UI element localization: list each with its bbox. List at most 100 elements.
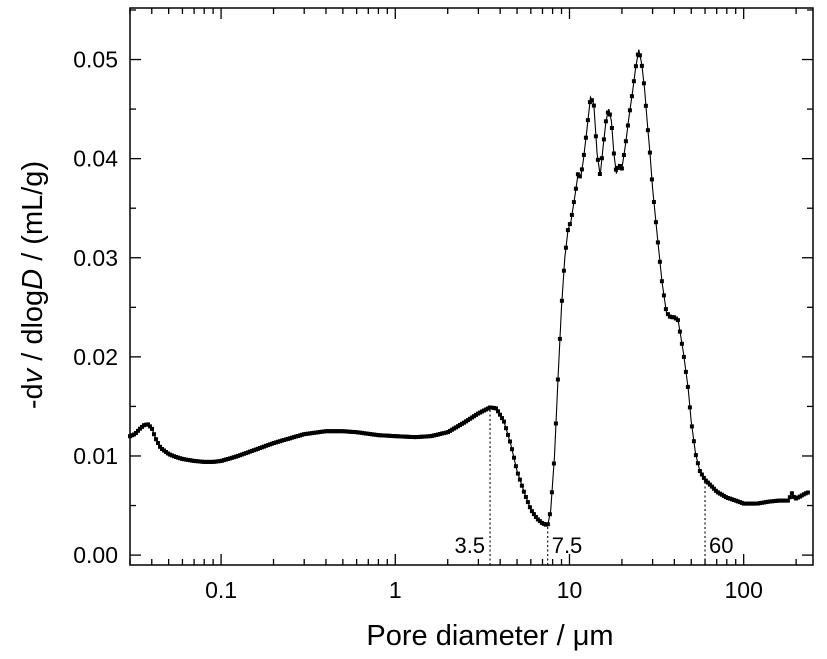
- data-marker: [639, 63, 644, 68]
- data-marker: [633, 64, 638, 69]
- data-marker: [647, 150, 652, 155]
- data-marker: [591, 103, 596, 108]
- data-marker: [579, 167, 584, 172]
- data-marker: [697, 469, 702, 473]
- series-line: [129, 49, 811, 527]
- data-marker: [627, 108, 632, 113]
- data-marker: [148, 424, 152, 429]
- y-axis-title-mid: / dlog: [17, 290, 49, 369]
- data-marker: [683, 369, 688, 374]
- data-marker: [496, 409, 500, 414]
- data-marker: [549, 490, 554, 495]
- annotation-label: 60: [709, 533, 733, 558]
- data-marker: [619, 166, 624, 171]
- y-axis-title-D: D: [17, 269, 49, 290]
- data-marker: [513, 464, 518, 469]
- data-marker: [691, 439, 696, 444]
- data-marker: [679, 341, 684, 346]
- data-marker: [699, 472, 704, 477]
- data-marker: [563, 245, 568, 250]
- data-marker: [555, 377, 560, 382]
- data-marker: [637, 53, 642, 58]
- data-marker: [681, 354, 686, 359]
- data-marker: [569, 212, 574, 217]
- data-marker: [581, 152, 586, 157]
- data-marker: [557, 336, 562, 341]
- data-marker: [677, 329, 682, 334]
- data-marker: [645, 128, 650, 133]
- data-marker: [685, 384, 690, 389]
- data-marker: [589, 98, 594, 103]
- annotation-label: 7.5: [552, 533, 583, 558]
- data-marker: [665, 312, 670, 317]
- data-marker: [611, 151, 616, 156]
- data-marker: [494, 406, 498, 411]
- data-marker: [510, 447, 514, 452]
- data-marker: [651, 200, 656, 204]
- data-marker: [659, 279, 664, 284]
- y-axis-title-suffix: / (mL/g): [17, 161, 49, 269]
- data-marker: [623, 139, 628, 144]
- data-marker: [789, 491, 794, 496]
- annotation-label: 3.5: [454, 533, 485, 558]
- data-marker: [561, 268, 566, 273]
- x-tick-label: 100: [724, 577, 762, 603]
- data-marker: [585, 118, 590, 123]
- y-tick-label: 0.02: [73, 344, 118, 370]
- x-tick-label: 0.1: [205, 577, 237, 603]
- y-tick-label: 0.00: [73, 542, 118, 568]
- data-marker: [567, 222, 572, 227]
- y-axis-title-v: v: [17, 367, 49, 383]
- x-axis-title: Pore diameter / μm: [366, 620, 613, 652]
- x-axis-ticks: 0.1 1 10 100: [129, 8, 797, 603]
- data-marker: [621, 153, 626, 157]
- data-marker: [603, 119, 608, 124]
- data-marker: [599, 156, 604, 161]
- data-marker: [709, 484, 714, 489]
- data-marker: [573, 186, 578, 191]
- data-marker: [643, 103, 648, 108]
- y-tick-label: 0.04: [73, 146, 118, 172]
- data-marker: [805, 490, 810, 495]
- x-tick-label: 1: [389, 577, 402, 603]
- data-marker: [529, 509, 534, 514]
- data-marker: [515, 471, 520, 476]
- data-marker: [607, 112, 612, 117]
- data-marker: [597, 172, 602, 176]
- data-marker: [601, 137, 606, 142]
- data-marker: [551, 461, 556, 466]
- data-marker: [625, 123, 630, 128]
- data-marker: [504, 426, 508, 431]
- data-marker: [156, 441, 160, 445]
- data-marker: [533, 515, 538, 519]
- data-marker: [593, 134, 598, 139]
- data-marker: [521, 489, 526, 494]
- y-tick-label: 0.03: [73, 245, 118, 271]
- data-marker: [629, 94, 634, 99]
- data-marker: [531, 512, 536, 517]
- data-marker: [711, 486, 716, 491]
- data-marker: [571, 200, 576, 205]
- data-marker: [517, 477, 522, 482]
- y-tick-label: 0.01: [73, 443, 118, 469]
- series-group: [128, 49, 811, 527]
- data-marker: [657, 259, 662, 264]
- y-tick-label: 0.05: [73, 47, 118, 73]
- plot-frame: [129, 7, 814, 566]
- y-axis-title-prefix: -d: [17, 383, 49, 409]
- data-marker: [631, 79, 636, 84]
- data-marker: [785, 498, 790, 503]
- data-marker: [617, 164, 622, 168]
- data-marker: [527, 505, 532, 510]
- data-marker: [655, 240, 660, 245]
- data-marker: [136, 428, 140, 433]
- data-marker: [565, 228, 570, 233]
- data-marker: [498, 412, 502, 417]
- data-marker: [553, 421, 558, 426]
- data-marker: [512, 455, 516, 460]
- data-marker: [508, 439, 512, 444]
- data-marker: [577, 174, 582, 179]
- data-marker: [787, 495, 792, 500]
- data-marker: [523, 495, 528, 499]
